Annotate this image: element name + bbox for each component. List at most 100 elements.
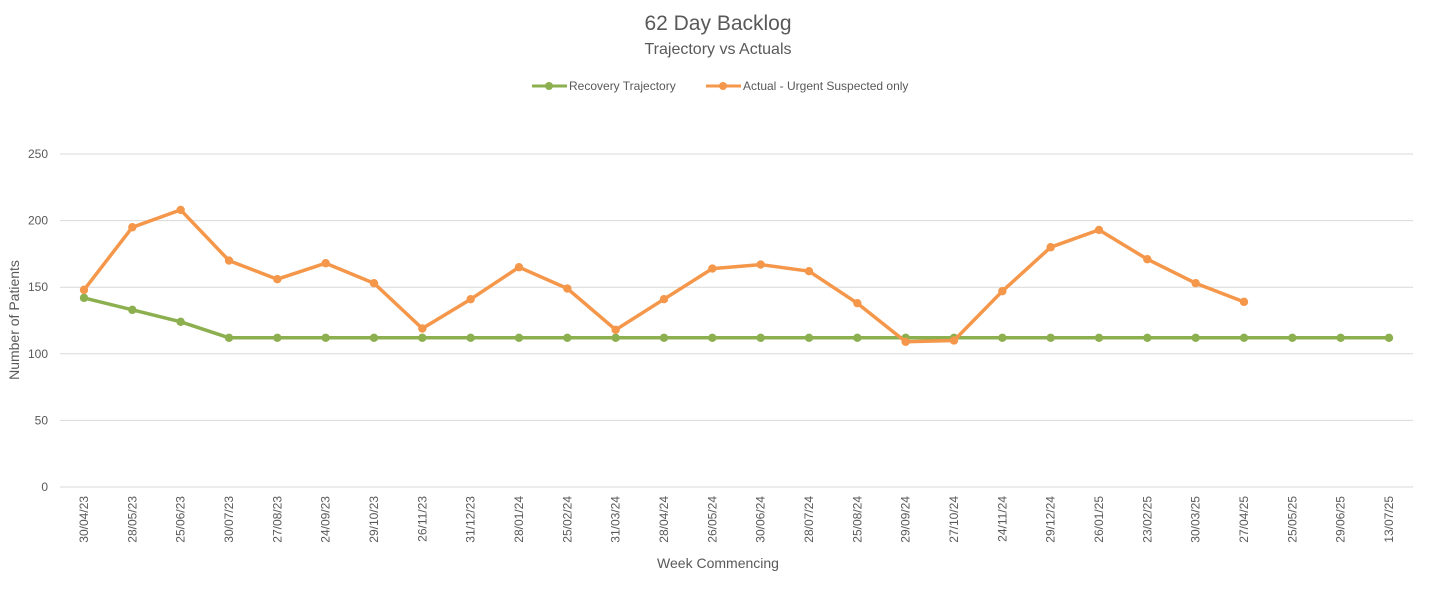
data-point bbox=[1094, 333, 1104, 343]
x-tick-label: 31/03/24 bbox=[609, 496, 623, 543]
data-point bbox=[804, 267, 814, 276]
legend-marker-actual bbox=[719, 82, 727, 90]
data-point bbox=[128, 305, 137, 315]
x-axis-title: Week Commencing bbox=[657, 555, 779, 571]
data-point bbox=[466, 333, 475, 343]
y-axis-ticks: 0 50 100 150 200 250 bbox=[28, 147, 48, 494]
data-point bbox=[611, 333, 620, 343]
x-tick-label: 30/04/23 bbox=[77, 496, 91, 543]
y-tick-label: 0 bbox=[41, 480, 48, 494]
data-point bbox=[1384, 333, 1394, 343]
data-point bbox=[321, 259, 330, 268]
legend-marker-trajectory bbox=[545, 82, 553, 90]
data-point bbox=[321, 333, 330, 343]
data-point bbox=[1143, 333, 1152, 343]
x-tick-label: 29/10/23 bbox=[367, 496, 381, 543]
data-point bbox=[659, 294, 669, 304]
x-tick-label: 28/04/24 bbox=[657, 496, 671, 543]
data-point bbox=[563, 284, 572, 293]
series-line-0 bbox=[83, 296, 1389, 340]
x-tick-label: 13/07/25 bbox=[1382, 496, 1396, 543]
x-tick-label: 30/07/23 bbox=[222, 496, 236, 543]
data-point bbox=[369, 333, 379, 343]
x-tick-label: 27/04/25 bbox=[1237, 496, 1251, 543]
data-point bbox=[563, 333, 572, 343]
y-axis-title: Number of Patients bbox=[6, 260, 22, 380]
x-tick-label: 31/12/23 bbox=[464, 496, 478, 543]
data-point bbox=[273, 275, 282, 284]
data-point bbox=[514, 263, 524, 272]
data-point bbox=[369, 279, 379, 288]
data-point bbox=[949, 336, 959, 345]
data-point bbox=[79, 293, 89, 303]
x-tick-label: 25/05/25 bbox=[1285, 496, 1299, 543]
x-tick-label: 30/03/25 bbox=[1189, 496, 1203, 543]
y-tick-label: 150 bbox=[28, 280, 48, 294]
data-point bbox=[176, 317, 185, 327]
data-point bbox=[1336, 333, 1345, 343]
data-point bbox=[659, 333, 669, 343]
y-tick-label: 250 bbox=[28, 147, 48, 161]
x-tick-label: 24/09/23 bbox=[319, 496, 333, 543]
legend-label-actual: Actual - Urgent Suspected only bbox=[743, 79, 908, 93]
gridlines bbox=[60, 153, 1413, 488]
data-point bbox=[998, 286, 1007, 296]
x-tick-label: 24/11/24 bbox=[995, 496, 1009, 542]
data-point bbox=[756, 260, 765, 269]
legend-item-trajectory: Recovery Trajectory bbox=[532, 79, 676, 93]
data-point bbox=[1191, 279, 1200, 288]
x-tick-label: 30/06/24 bbox=[754, 496, 768, 543]
data-point bbox=[1094, 225, 1104, 235]
data-point bbox=[998, 333, 1007, 343]
series-layer bbox=[79, 205, 1394, 347]
data-point bbox=[418, 324, 427, 333]
x-tick-label: 26/11/23 bbox=[415, 496, 429, 542]
x-tick-label: 26/05/24 bbox=[705, 496, 719, 543]
x-axis-ticks: 30/04/23 28/05/23 25/06/23 30/07/23 27/08/23… bbox=[77, 496, 1396, 543]
data-point bbox=[1239, 333, 1249, 343]
data-point bbox=[611, 325, 620, 335]
x-tick-label: 28/07/24 bbox=[802, 496, 816, 543]
y-tick-label: 200 bbox=[28, 214, 48, 228]
data-point bbox=[224, 256, 234, 265]
data-point bbox=[128, 223, 137, 232]
series-1 bbox=[79, 205, 1249, 347]
x-tick-label: 27/10/24 bbox=[947, 496, 961, 543]
series-0 bbox=[79, 293, 1394, 343]
data-point bbox=[1288, 333, 1297, 343]
data-point bbox=[901, 337, 910, 347]
x-tick-label: 29/09/24 bbox=[899, 496, 913, 543]
data-point bbox=[273, 333, 282, 343]
x-tick-label: 29/12/24 bbox=[1044, 496, 1058, 543]
series-line-1 bbox=[82, 208, 1245, 344]
x-tick-label: 25/06/23 bbox=[174, 496, 188, 543]
data-point bbox=[1046, 333, 1055, 343]
x-tick-label: 23/02/25 bbox=[1140, 496, 1154, 543]
data-point bbox=[224, 333, 234, 343]
legend-label-trajectory: Recovery Trajectory bbox=[569, 79, 676, 93]
data-point bbox=[756, 333, 765, 343]
data-point bbox=[853, 298, 862, 308]
y-tick-label: 50 bbox=[35, 413, 49, 427]
x-tick-label: 26/01/25 bbox=[1092, 496, 1106, 543]
y-tick-label: 100 bbox=[28, 347, 48, 361]
x-tick-label: 28/05/23 bbox=[125, 496, 139, 543]
data-point bbox=[853, 333, 862, 343]
data-point bbox=[418, 333, 427, 343]
data-point bbox=[176, 205, 185, 215]
data-point bbox=[79, 285, 89, 295]
chart-subtitle: Trajectory vs Actuals bbox=[644, 41, 791, 58]
data-point bbox=[708, 333, 717, 343]
legend-item-actual: Actual - Urgent Suspected only bbox=[706, 79, 908, 93]
x-tick-label: 29/06/25 bbox=[1334, 496, 1348, 543]
data-point bbox=[1191, 333, 1200, 343]
x-tick-label: 25/02/24 bbox=[560, 496, 574, 543]
x-tick-label: 25/08/24 bbox=[850, 496, 864, 543]
legend: Recovery Trajectory Actual - Urgent Susp… bbox=[532, 79, 908, 93]
x-tick-label: 27/08/23 bbox=[270, 496, 284, 543]
data-point bbox=[1143, 255, 1152, 264]
data-point bbox=[1046, 243, 1055, 252]
data-point bbox=[708, 264, 717, 273]
